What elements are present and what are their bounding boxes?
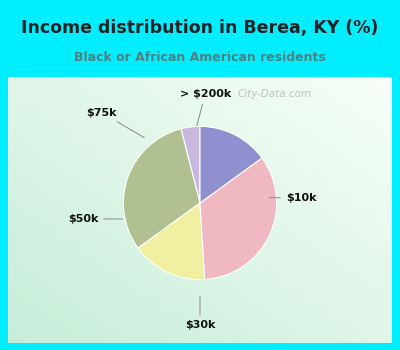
Text: $10k: $10k — [269, 193, 316, 203]
Wedge shape — [200, 158, 277, 279]
Wedge shape — [123, 129, 200, 248]
Text: Income distribution in Berea, KY (%): Income distribution in Berea, KY (%) — [21, 19, 379, 37]
Text: City-Data.com: City-Data.com — [238, 89, 312, 99]
Wedge shape — [181, 126, 200, 203]
Text: $30k: $30k — [185, 296, 215, 330]
Text: > $200k: > $200k — [180, 89, 231, 126]
Wedge shape — [138, 203, 205, 280]
Text: $50k: $50k — [68, 214, 123, 224]
Text: $75k: $75k — [86, 107, 144, 138]
Text: Black or African American residents: Black or African American residents — [74, 51, 326, 64]
Wedge shape — [200, 126, 262, 203]
